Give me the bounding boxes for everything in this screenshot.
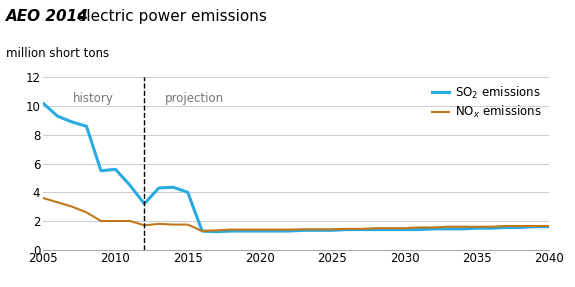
- Text: projection: projection: [166, 92, 224, 105]
- Legend: SO$_2$ emissions, NO$_x$ emissions: SO$_2$ emissions, NO$_x$ emissions: [427, 80, 547, 125]
- Text: electric power emissions: electric power emissions: [72, 9, 267, 24]
- Text: million short tons: million short tons: [6, 47, 109, 60]
- Text: AEO 2014: AEO 2014: [6, 9, 89, 24]
- Text: history: history: [73, 92, 114, 105]
